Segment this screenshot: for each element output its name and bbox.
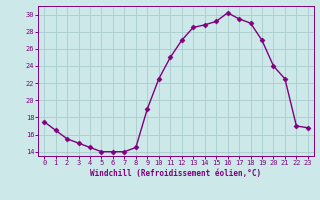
X-axis label: Windchill (Refroidissement éolien,°C): Windchill (Refroidissement éolien,°C) (91, 169, 261, 178)
